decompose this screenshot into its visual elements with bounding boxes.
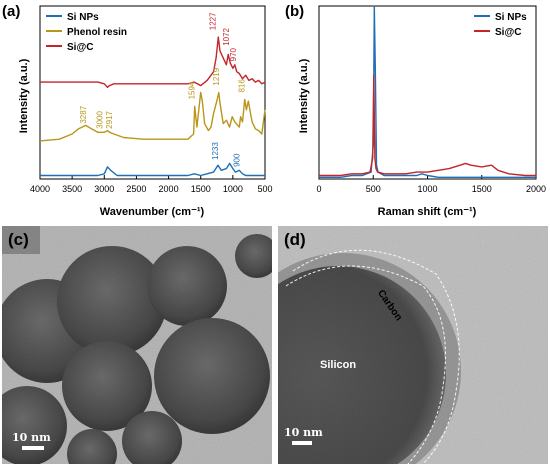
- x-tick-label: 1500: [191, 184, 211, 194]
- ftir-plot-frame: [39, 5, 266, 180]
- panel-a-letter: (a): [2, 3, 20, 20]
- ftir-x-axis-label: Wavenumber (cm⁻¹): [100, 206, 205, 218]
- ftir-chart: (a) Intensity (a.u.) Wavenumber (cm⁻¹) 4…: [2, 3, 273, 218]
- peak-annotation: 970: [229, 47, 238, 61]
- ftir-y-axis-label: Intensity (a.u.): [18, 58, 30, 133]
- peak-annotation: 1233: [211, 142, 220, 160]
- legend-label: Si@C: [495, 27, 521, 38]
- legend-label: Phenol resin: [67, 27, 127, 38]
- x-tick-label: 1000: [417, 184, 437, 194]
- peak-annotation: 1072: [222, 27, 231, 45]
- tem-image-d: (d) Silicon Carbon 10 nm: [278, 226, 548, 464]
- panel-d-letter: (d): [284, 230, 306, 249]
- legend-label: Si NPs: [67, 12, 99, 23]
- tem-image-c-render: [2, 226, 272, 464]
- scale-bar-c: [22, 446, 44, 450]
- scale-bar-label-d: 10 nm: [284, 426, 323, 439]
- x-tick-label: 2000: [159, 184, 179, 194]
- silicon-label: Silicon: [320, 359, 357, 371]
- peak-annotation: 3000: [95, 110, 104, 128]
- x-tick-label: 2500: [126, 184, 146, 194]
- legend-label: Si@C: [67, 42, 93, 53]
- x-tick-label: 1000: [223, 184, 243, 194]
- x-tick-label: 4000: [30, 184, 50, 194]
- x-tick-label: 3000: [94, 184, 114, 194]
- x-tick-label: 3500: [62, 184, 82, 194]
- series-line-si-c: [319, 74, 536, 177]
- raman-y-axis-label: Intensity (a.u.): [298, 58, 310, 133]
- peak-annotation: 816: [238, 79, 247, 93]
- raman-x-axis-label: Raman shift (cm⁻¹): [378, 206, 477, 218]
- peak-annotation: 1594: [188, 81, 197, 99]
- peak-annotation: 1219: [212, 67, 221, 85]
- scale-bar-label-c: 10 nm: [12, 431, 51, 444]
- tem-image-d-render: [278, 226, 548, 464]
- panel-c-letter: (c): [8, 230, 29, 249]
- peak-annotation: 900: [232, 153, 241, 167]
- tem-image-c: (c) 10 nm: [2, 226, 272, 464]
- scale-bar-d: [292, 441, 312, 445]
- legend-label: Si NPs: [495, 12, 527, 23]
- series-line-phenol-resin: [39, 91, 266, 142]
- x-tick-label: 2000: [526, 184, 546, 194]
- peak-annotation: 3287: [79, 105, 88, 123]
- raman-chart: (b) Intensity (a.u.) Raman shift (cm⁻¹) …: [285, 3, 546, 218]
- x-tick-label: 1500: [472, 184, 492, 194]
- peak-annotation: 1227: [209, 12, 218, 30]
- series-line-si-nps: [40, 162, 265, 177]
- x-tick-label: 0: [316, 184, 321, 194]
- x-tick-label: 500: [257, 184, 272, 194]
- x-tick-label: 500: [366, 184, 381, 194]
- series-line-si-c: [40, 36, 266, 89]
- panel-b-letter: (b): [285, 3, 304, 20]
- peak-annotation: 2917: [105, 110, 114, 128]
